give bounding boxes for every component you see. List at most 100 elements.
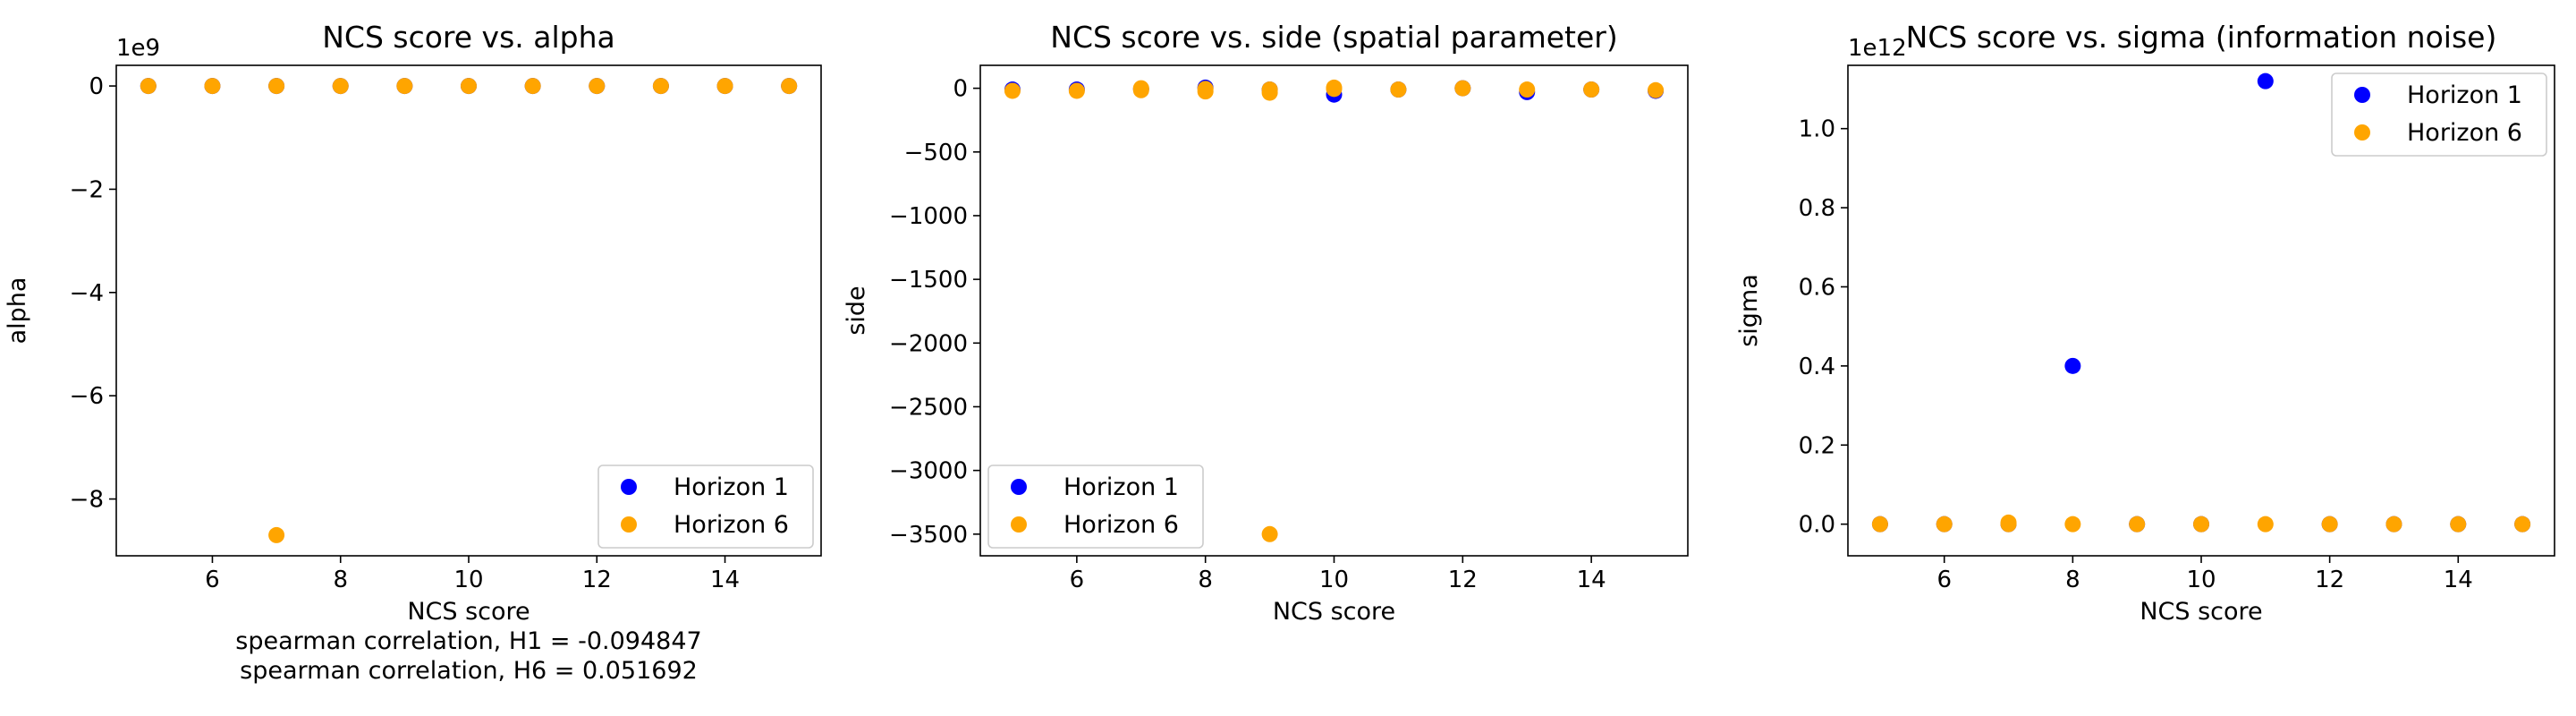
data-point-horizon-1	[2257, 72, 2274, 90]
legend-marker	[621, 516, 637, 533]
data-point-horizon-6	[396, 78, 413, 95]
y-tick-label: 0	[89, 73, 104, 100]
legend-marker	[2354, 87, 2370, 103]
data-point-horizon-6	[2321, 516, 2338, 533]
legend: Horizon 1 Horizon 6	[2331, 72, 2547, 157]
axes-frame	[979, 64, 1689, 557]
data-point-horizon-6	[1326, 79, 1343, 96]
y-axis-label: side	[843, 286, 870, 335]
y-tick-label: −2500	[889, 394, 968, 421]
chart-panel-1: NCS score vs. alpha 6 8 10 12 14 0 −2 −4 −6 −8 NCS …	[4, 20, 822, 685]
data-point-horizon-6	[1132, 80, 1149, 97]
x-axis-label: NCS score	[2140, 598, 2262, 626]
legend-frame	[2331, 72, 2547, 157]
x-tick-label: 8	[2065, 567, 2080, 593]
data-point-horizon-6	[2385, 516, 2402, 533]
x-tick-label: 14	[1577, 567, 1606, 593]
y-tick-label: −4	[70, 280, 104, 307]
x-tick-label: 8	[333, 567, 348, 593]
chart-title: NCS score vs. sigma (information noise)	[1906, 20, 2497, 55]
y-tick-label: −3000	[889, 458, 968, 485]
x-tick-label: 10	[2186, 567, 2216, 593]
axis-offset-label: 1e12	[1848, 35, 1907, 62]
y-tick-label: −8	[70, 487, 104, 514]
data-point-horizon-6	[781, 78, 798, 95]
data-point-horizon-6	[2064, 516, 2081, 533]
x-tick-label: 14	[710, 567, 740, 593]
chart-panel-2: NCS score vs. side (spatial parameter) 6 8…	[843, 20, 1689, 626]
data-point-horizon-6	[524, 78, 541, 95]
x-tick-label: 14	[2444, 567, 2473, 593]
legend-label: Horizon 1	[674, 473, 789, 501]
data-point-horizon-6	[332, 78, 349, 95]
chart-panel-3: NCS score vs. sigma (information noise) 6…	[1735, 20, 2555, 626]
y-tick-label: 0.8	[1799, 195, 1835, 222]
chart-title: NCS score vs. alpha	[322, 20, 615, 55]
data-point-horizon-1	[2064, 357, 2081, 374]
data-point-horizon-6	[268, 526, 285, 543]
axes-frame	[1847, 64, 2555, 557]
spearman-annotation: spearman correlation, H6 = 0.051692	[240, 657, 698, 685]
data-point-horizon-6	[1454, 80, 1471, 97]
legend-frame	[987, 465, 1204, 549]
data-point-horizon-6	[652, 78, 669, 95]
x-tick-label: 6	[205, 567, 220, 593]
y-tick-label: 0.4	[1799, 354, 1835, 380]
data-point-horizon-6	[589, 78, 606, 95]
data-point-horizon-6	[2000, 514, 2017, 531]
data-point-horizon-6	[1390, 81, 1407, 98]
legend-label: Horizon 6	[1063, 511, 1179, 539]
data-point-horizon-6	[2257, 516, 2274, 533]
data-point-horizon-6	[1936, 516, 1953, 533]
x-tick-label: 8	[1198, 567, 1213, 593]
chart-title: NCS score vs. side (spatial parameter)	[1050, 20, 1617, 55]
legend: Horizon 1 Horizon 6	[987, 465, 1204, 549]
data-point-horizon-6	[1068, 82, 1085, 99]
data-point-horizon-6	[1261, 81, 1278, 98]
axis-offset-label: 1e9	[116, 35, 160, 62]
data-point-horizon-6	[1261, 525, 1278, 542]
data-point-horizon-6	[1197, 83, 1214, 100]
data-point-horizon-6	[1004, 82, 1021, 99]
legend-marker	[621, 479, 637, 495]
data-point-horizon-6	[268, 78, 285, 95]
y-tick-label: −2	[70, 176, 104, 203]
data-point-horizon-6	[461, 78, 477, 95]
data-point-horizon-6	[204, 78, 221, 95]
y-tick-label: 1.0	[1799, 116, 1835, 143]
legend-label: Horizon 1	[2407, 81, 2522, 109]
data-point-horizon-6	[2514, 516, 2531, 533]
y-tick-label: 0.0	[1799, 512, 1835, 539]
data-point-horizon-6	[2193, 516, 2209, 533]
axes-frame	[115, 64, 822, 557]
data-point-horizon-6	[2129, 516, 2146, 533]
y-tick-label: 0.2	[1799, 432, 1835, 459]
y-tick-label: 0.6	[1799, 274, 1835, 301]
x-tick-label: 12	[1448, 567, 1478, 593]
x-axis-label: NCS score	[1273, 598, 1395, 626]
legend-frame	[597, 465, 814, 549]
legend-marker	[1011, 516, 1027, 533]
x-axis-label: NCS score	[407, 598, 530, 626]
x-tick-label: 10	[1319, 567, 1349, 593]
legend-label: Horizon 6	[674, 511, 789, 539]
data-point-horizon-6	[2450, 516, 2467, 533]
legend-marker	[1011, 479, 1027, 495]
data-point-horizon-6	[716, 78, 733, 95]
y-tick-label: 0	[953, 76, 968, 103]
y-tick-label: −1500	[889, 267, 968, 294]
y-axis-label: sigma	[1735, 274, 1763, 347]
data-point-horizon-6	[140, 78, 157, 95]
x-tick-label: 6	[1070, 567, 1085, 593]
data-point-horizon-6	[1871, 516, 1888, 533]
y-axis-label: alpha	[4, 277, 31, 345]
y-tick-label: −500	[904, 140, 968, 166]
legend-marker	[2354, 124, 2370, 141]
x-tick-label: 6	[1936, 567, 1952, 593]
y-tick-label: −1000	[889, 203, 968, 230]
data-point-horizon-6	[1648, 81, 1665, 98]
x-tick-label: 10	[453, 567, 483, 593]
x-tick-label: 12	[582, 567, 612, 593]
data-point-horizon-6	[1519, 81, 1536, 98]
